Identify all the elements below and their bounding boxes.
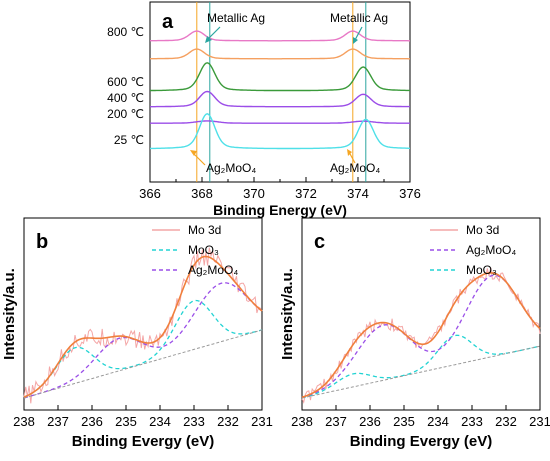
series-label-3: 400 ℃ (107, 91, 144, 105)
series-line-0 (150, 30, 410, 42)
panel-label-a: a (162, 11, 174, 33)
x-tick-label-4: 374 (347, 186, 369, 201)
x-tick-label-4: 234 (149, 414, 171, 429)
x-tick-label-3: 235 (393, 414, 415, 429)
series-label-4: 200 ℃ (107, 107, 144, 121)
series-line-4 (150, 120, 410, 124)
panel-b: 238 237 236 235 234 233 232 231 Binding Evergy (… (1, 217, 273, 450)
component-line-0 (301, 334, 541, 399)
annotation-ag2moo4-left: Ag₂MoO₄ (206, 161, 256, 175)
x-tick-label-1: 237 (47, 414, 69, 429)
x-tick-label-0: 366 (139, 186, 161, 201)
arrowhead-ag2moo4-left (190, 150, 197, 156)
series-label-5: 25 ℃ (114, 133, 144, 147)
series-line-5 (150, 113, 410, 150)
x-axis-label: Binding Evergy (eV) (350, 433, 493, 450)
x-axis-label: Binding Energy (eV) (213, 202, 347, 218)
x-tick-label-6: 232 (495, 414, 517, 429)
panel-a: 800 ℃ 600 ℃ 400 ℃ 200 ℃ 25 ℃ 366 368 370 372 374 3… (107, 1, 421, 218)
x-tick-label-0: 238 (291, 414, 313, 429)
series-line-2 (150, 62, 410, 92)
series-line-1 (150, 48, 410, 60)
x-tick-label-2: 236 (81, 414, 103, 429)
x-tick-label-1: 368 (191, 186, 213, 201)
annotation-ag2moo4-right: Ag₂MoO₄ (330, 161, 380, 175)
legend-label-0: Mo 3d (188, 223, 221, 237)
y-axis-label: Intensity/a.u. (279, 268, 296, 360)
x-tick-label-2: 236 (359, 414, 381, 429)
x-tick-label-7: 231 (251, 414, 273, 429)
arrow-metallic-right (354, 26, 363, 41)
x-tick-label-0: 238 (13, 414, 35, 429)
x-tick-label-5: 233 (461, 414, 483, 429)
arrowhead-metallic-right (353, 37, 358, 44)
panel-c: 238 237 236 235 234 233 232 231 Binding Evergy (… (279, 217, 550, 450)
x-tick-label-5: 233 (183, 414, 205, 429)
x-tick-label-7: 231 (529, 414, 550, 429)
panel-label-b: b (36, 231, 48, 253)
envelope-line (301, 271, 541, 398)
x-tick-label-6: 232 (217, 414, 239, 429)
panel-b-frame (23, 217, 263, 411)
component-line-0 (23, 299, 263, 398)
baseline-line (301, 345, 541, 399)
series-line-3 (150, 90, 410, 108)
raw-data-line (301, 267, 541, 404)
x-tick-label-5: 376 (399, 186, 421, 201)
x-tick-label-3: 372 (295, 186, 317, 201)
legend-label-2: Ag₂MoO₄ (188, 263, 238, 277)
x-tick-label-1: 237 (325, 414, 347, 429)
component-line-1 (301, 274, 541, 399)
legend-label-2: MoO₃ (466, 263, 497, 277)
baseline-line (23, 329, 263, 399)
series-label-2: 600 ℃ (107, 75, 144, 89)
series-label-0: 800 ℃ (107, 25, 144, 39)
x-tick-label-2: 370 (243, 186, 265, 201)
envelope-line (23, 255, 263, 398)
legend-label-1: MoO₃ (188, 243, 219, 257)
annotation-metallic-left: Metallic Ag (207, 11, 265, 25)
panel-label-c: c (314, 231, 325, 253)
legend-label-0: Mo 3d (466, 223, 499, 237)
arrowhead-metallic-left (205, 36, 212, 43)
x-tick-label-4: 234 (427, 414, 449, 429)
panel-c-frame (301, 217, 541, 411)
arrowhead-ag2moo4-right (347, 149, 352, 156)
legend-label-1: Ag₂MoO₄ (466, 243, 516, 257)
y-axis-label: Intensity/a.u. (1, 268, 18, 360)
annotation-metallic-right: Metallic Ag (330, 11, 388, 25)
x-tick-label-3: 235 (115, 414, 137, 429)
panel-a-frame (149, 1, 411, 183)
x-axis-label: Binding Evergy (eV) (72, 433, 215, 450)
